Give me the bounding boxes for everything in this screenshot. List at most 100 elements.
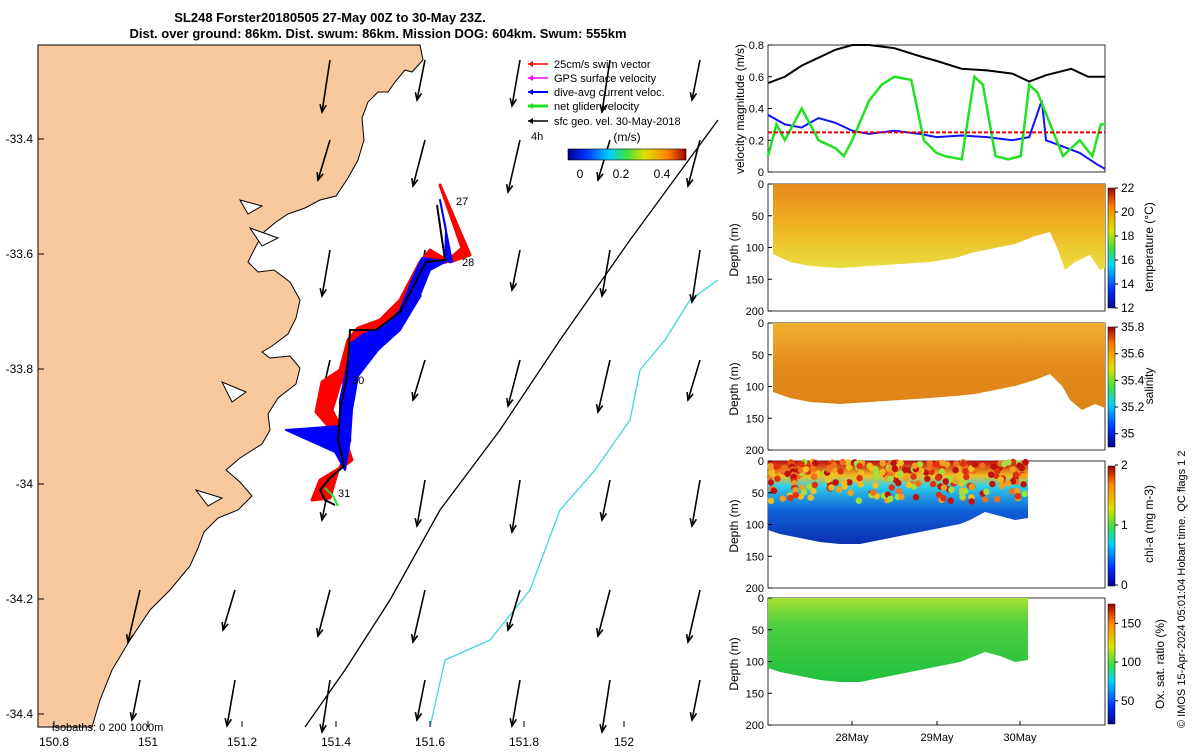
chla-sample-dot <box>968 498 975 505</box>
lon-tick-label: 150.8 <box>39 735 69 749</box>
legend-net-glider-velocity: net glider velocity <box>554 101 639 113</box>
legend-dive-avg-current: dive-avg current veloc. <box>554 87 665 99</box>
cbar-tick-label: 35.6 <box>1121 347 1145 361</box>
lat-tick-label: -33.8 <box>6 362 34 376</box>
velocity-ytick-label: 0.8 <box>749 40 764 52</box>
chla-sample-dot <box>798 460 805 468</box>
chla-sample-dot <box>934 474 942 482</box>
day-label-27: 27 <box>456 196 468 208</box>
chla-sample-dot <box>767 463 775 471</box>
depth-tick-label: 150 <box>746 413 764 425</box>
credit-note: © IMOS 15-Apr-2024 05:01:04 Hobart time.… <box>1176 451 1188 728</box>
chla-sample-dot <box>801 488 808 496</box>
chla-sample-dot <box>1016 462 1023 469</box>
lon-tick-label: 151.8 <box>509 735 539 749</box>
credit-text: © IMOS 15-Apr-2024 05:01:04 Hobart time. <box>1176 516 1188 728</box>
chla-sample-dot <box>781 464 788 472</box>
chla-sample-dot <box>887 475 894 482</box>
chla-sample-dot <box>952 466 959 474</box>
red-arrowhead-icon <box>528 61 533 67</box>
map-axis-ticks: 150.8 151 151.2 151.4 151.6 151.8 152 -33.4 -33.… <box>6 132 635 749</box>
chla-sample-dot <box>857 481 864 488</box>
cbar-tick-label: 2 <box>1121 458 1128 472</box>
legend-period: 4h <box>531 131 543 143</box>
depth-tick-label: 150 <box>746 551 764 563</box>
sfc-arrow <box>414 479 426 529</box>
chla-sample-dot <box>897 470 904 477</box>
chla-sample-dot <box>773 463 780 470</box>
chla-sample-dot <box>912 494 920 501</box>
chla-sample-dot <box>888 484 895 491</box>
oxygen-colorbar <box>1107 603 1116 725</box>
chla-sample-dot <box>983 488 990 495</box>
chla-sample-dot <box>1012 471 1020 478</box>
sfc-arrow <box>125 589 141 645</box>
current-vectors-blue <box>285 199 453 471</box>
sfc-arrow <box>221 589 236 632</box>
depth-tick-label: 0 <box>758 456 764 468</box>
velocity-ytick-label: 0 <box>758 167 764 179</box>
sfc-arrow <box>596 589 611 638</box>
sfc-arrow <box>316 589 331 638</box>
sfc-arrow <box>595 359 611 415</box>
sfc-arrow <box>689 59 701 103</box>
day-label-28: 28 <box>462 257 474 269</box>
temperature-colorbar <box>1107 187 1116 309</box>
sfc-arrow <box>685 589 701 645</box>
oxygen-ylabel: Depth (m) <box>727 637 741 690</box>
depth-tick-label: 50 <box>752 488 764 500</box>
chla-sample-dot <box>792 491 800 499</box>
sfc-arrow <box>505 139 521 195</box>
sfc-arrow <box>509 59 521 109</box>
chla-sample-dot <box>968 483 976 491</box>
chla-sample-dot <box>891 465 899 472</box>
chla-sample-dot <box>926 464 933 472</box>
colorbar-tick-2: 0.4 <box>654 167 671 181</box>
chla-sample-dot <box>810 473 818 480</box>
velocity-series-black <box>767 44 1105 85</box>
estuaries <box>194 199 280 507</box>
sfc-arrow <box>686 359 701 402</box>
chla-sample-dot <box>807 494 814 501</box>
sfc-arrow <box>599 479 611 523</box>
chla-sample-dot <box>845 464 853 471</box>
time-tick-label: 28May <box>835 732 869 744</box>
isobath-1000m <box>304 119 719 728</box>
chla-sample-dot <box>953 460 960 467</box>
depth-tick-label: 200 <box>746 583 764 595</box>
velocity-panel: 0 0.2 0.4 0.6 0.8 velocity magnitude (m/s) <box>733 40 1106 179</box>
chla-sample-dot <box>872 469 880 476</box>
cbar-tick-label: 100 <box>1121 655 1141 669</box>
cbar-tick-label: 20 <box>1121 205 1135 219</box>
chla-sample-dot <box>839 458 846 466</box>
velocity-ylabel: velocity magnitude (m/s) <box>733 44 747 174</box>
chla-sample-dot <box>1021 490 1028 497</box>
chla-sample-dot <box>856 462 863 470</box>
chla-sample-dot <box>993 472 1000 480</box>
chla-sample-dot <box>779 495 786 502</box>
chla-sample-dot <box>1014 493 1021 500</box>
chla-sample-dot <box>879 469 886 476</box>
chla-sample-dot <box>901 466 909 474</box>
chla-sample-dot <box>841 479 848 486</box>
chla-sample-dot <box>962 487 969 495</box>
chla-sample-dot <box>1001 460 1008 468</box>
chla-sample-dot <box>942 478 949 485</box>
chla-sample-dot <box>988 471 995 478</box>
chla-sample-dot <box>870 489 877 496</box>
chla-sample-dot <box>868 465 876 472</box>
depth-tick-label: 200 <box>746 306 764 318</box>
lat-tick-label: -34.2 <box>6 592 34 606</box>
chla-cbar-label: chl-a (mg m-3) <box>1142 485 1156 563</box>
depth-tick-label: 200 <box>746 720 764 732</box>
sfc-arrow <box>319 59 331 115</box>
salinity-section <box>773 323 1105 410</box>
sfc-arrow <box>319 679 331 735</box>
cbar-tick-label: 22 <box>1121 181 1135 195</box>
section-panels: Depth (m) temperature (°C) Depth (m) sal… <box>727 179 1167 744</box>
day-label-30: 30 <box>352 375 364 387</box>
chla-sample-dot <box>787 494 794 502</box>
chla-sample-dot <box>810 487 817 495</box>
chla-sample-dot <box>844 459 851 466</box>
